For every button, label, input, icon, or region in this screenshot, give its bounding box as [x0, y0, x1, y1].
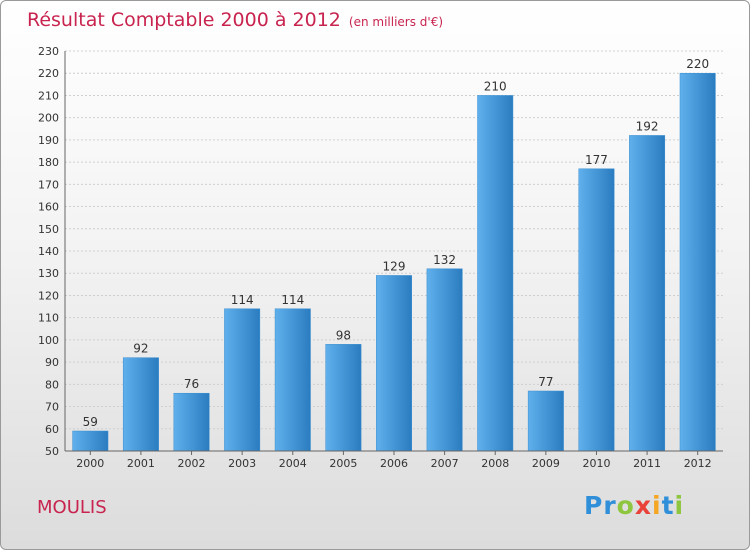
x-tick-label: 2005 — [329, 457, 357, 470]
y-tick-label: 160 — [38, 201, 59, 214]
y-tick-label: 130 — [38, 267, 59, 280]
y-tick-label: 60 — [45, 423, 59, 436]
y-tick-label: 120 — [38, 289, 59, 302]
commune-name: MOULIS — [37, 497, 107, 518]
chart-title-text: Résultat Comptable 2000 à 2012 — [27, 9, 341, 31]
x-tick-label: 2008 — [481, 457, 509, 470]
bar — [578, 168, 615, 452]
y-tick-label: 110 — [38, 312, 59, 325]
bar — [274, 308, 311, 452]
x-tick-label: 2010 — [582, 457, 610, 470]
logo-letter: P — [584, 491, 604, 520]
bar-value-label: 114 — [281, 293, 304, 307]
bar-value-label: 210 — [484, 79, 507, 93]
x-tick-label: 2007 — [431, 457, 459, 470]
y-tick-label: 230 — [38, 45, 59, 58]
y-tick-label: 170 — [38, 178, 59, 191]
bar — [325, 344, 362, 452]
x-tick-label: 2012 — [684, 457, 712, 470]
logo-letter: t — [661, 491, 675, 520]
logo-letter: i — [674, 491, 685, 520]
bar-value-label: 192 — [636, 119, 659, 133]
y-tick-label: 70 — [45, 401, 59, 414]
bar-value-label: 114 — [231, 293, 254, 307]
logo-letter: x — [634, 491, 652, 520]
bar — [426, 268, 463, 452]
x-tick-label: 2004 — [279, 457, 307, 470]
logo-letter: o — [616, 491, 635, 520]
bar — [629, 135, 666, 452]
y-tick-label: 180 — [38, 156, 59, 169]
bar — [527, 390, 564, 452]
chart-subtitle: (en milliers d'€) — [348, 15, 444, 29]
bar-value-label: 77 — [538, 375, 553, 389]
x-tick-label: 2009 — [532, 457, 560, 470]
bar — [122, 357, 159, 452]
y-tick-label: 210 — [38, 89, 59, 102]
bar — [679, 72, 716, 452]
y-tick-label: 90 — [45, 356, 59, 369]
bar — [477, 95, 514, 452]
bar — [72, 430, 109, 452]
y-tick-label: 220 — [38, 67, 59, 80]
x-tick-label: 2006 — [380, 457, 408, 470]
y-tick-label: 190 — [38, 134, 59, 147]
y-tick-label: 150 — [38, 223, 59, 236]
y-tick-label: 80 — [45, 378, 59, 391]
chart-title: Résultat Comptable 2000 à 2012 (en millie… — [27, 9, 443, 31]
x-tick-label: 2000 — [76, 457, 104, 470]
bar — [224, 308, 261, 452]
x-tick-label: 2003 — [228, 457, 256, 470]
y-tick-label: 200 — [38, 112, 59, 125]
bar-value-label: 220 — [686, 57, 709, 71]
bar-value-label: 98 — [336, 328, 351, 342]
y-tick-label: 50 — [45, 445, 59, 458]
x-tick-label: 2011 — [633, 457, 661, 470]
y-tick-label: 100 — [38, 334, 59, 347]
bar-value-label: 92 — [133, 342, 148, 356]
x-tick-label: 2001 — [127, 457, 155, 470]
bar-value-label: 59 — [83, 415, 98, 429]
bar-value-label: 132 — [433, 253, 456, 267]
bar-value-label: 177 — [585, 153, 608, 167]
proxiti-logo: Proxiti — [584, 491, 684, 520]
y-tick-label: 140 — [38, 245, 59, 258]
bar — [173, 392, 210, 452]
bar-value-label: 76 — [184, 377, 199, 391]
bar-value-label: 129 — [383, 259, 406, 273]
x-tick-label: 2002 — [178, 457, 206, 470]
logo-letter: i — [652, 491, 662, 520]
bar — [376, 275, 412, 452]
logo-letter: r — [603, 491, 617, 520]
